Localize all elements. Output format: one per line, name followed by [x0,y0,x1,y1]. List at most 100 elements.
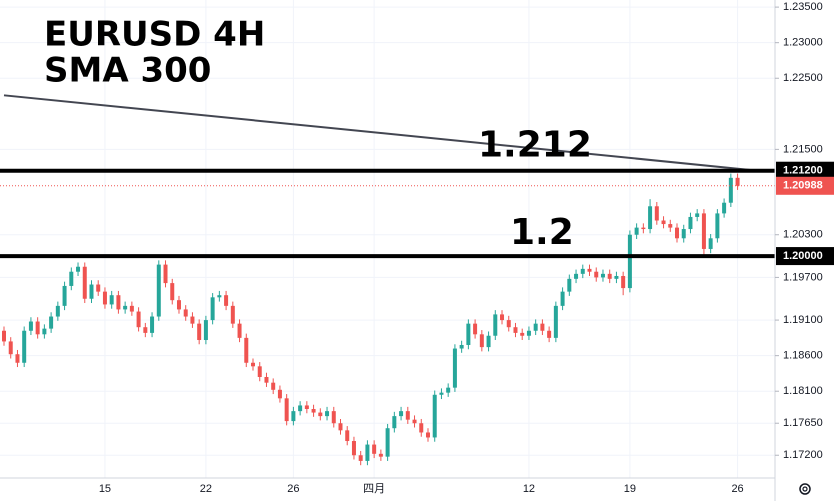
y-tick-label: 1.17650 [783,417,823,429]
candle-body [661,220,666,225]
candle-body [271,382,276,390]
candle-body [203,320,208,341]
candle-body [574,273,579,279]
candle-body [446,387,451,393]
candle-body [547,330,552,338]
candle-body [722,202,727,214]
level-annotation: 1.212 [478,125,592,166]
gear-center[interactable] [802,486,808,492]
candle-body [621,275,626,289]
axes: 1.23500 1.23000 1.22500 1.21500 1.20300 1.197… [99,1,834,495]
candle-body [567,278,572,292]
gear[interactable] [799,483,811,495]
candle-body [96,284,101,292]
y-tick-label: 1.22500 [783,72,823,84]
candle-body [459,344,464,349]
candle-body [325,411,330,417]
candle-body [89,284,94,299]
candle-body [116,295,121,310]
candle-body [513,327,518,333]
candle-body [42,328,47,335]
candle-body [372,444,377,454]
candle-body [627,234,632,289]
x-tick-label: 19 [624,483,636,495]
candle-body [291,411,296,422]
level-label: 1.20000 [783,250,823,262]
candle-body [425,432,430,438]
candle-body [439,392,444,395]
candle-body [76,266,81,272]
candle-body [681,229,686,239]
candle-body [129,305,134,312]
candle-body [163,264,168,284]
candle-body [466,323,471,345]
candle-body [405,411,410,420]
candle-body [298,405,303,412]
x-tick-label: 26 [731,483,743,495]
candle-body [251,362,256,367]
candle-body [170,283,175,301]
candle-body [715,213,720,239]
candle-body [123,305,128,310]
candle-body [277,389,282,399]
x-tick-label: 22 [200,483,212,495]
candle-body [553,305,558,338]
candle-body [412,419,417,424]
candle-body [35,321,40,335]
candle-body [304,405,309,410]
candle-body [358,455,363,461]
candle-body [22,330,27,363]
candle-body [257,366,262,377]
candle-body [735,177,740,186]
candle-body [264,376,269,383]
candle-body [399,411,404,417]
candle-body [345,430,350,442]
candle-body [197,323,202,341]
candle-body [69,271,74,286]
candle-body [419,423,424,433]
candle-body [526,330,531,336]
candle-body [62,285,67,306]
sma-line [3,94,758,172]
candle-body [695,213,700,217]
y-tick-label: 1.17200 [783,449,823,461]
candle-body [614,275,619,279]
candle-body [378,453,383,457]
y-tick-label: 1.19700 [783,271,823,283]
candle-body [156,264,161,317]
candle-body [190,316,195,324]
candle-body [217,295,222,298]
candle-body [385,428,390,457]
level-label-bg [776,161,834,180]
candle-body [540,323,545,331]
y-tick-label: 1.21500 [783,143,823,155]
candle-body [237,323,242,338]
candle-body [210,297,215,321]
candle-body [587,268,592,272]
candle-body [2,330,6,342]
candle-body [318,412,323,417]
chart-subtitle: SMA 300 [44,51,211,91]
candle-body [82,266,87,299]
candle-body [351,441,356,456]
candle-body [594,271,599,278]
y-tick-label: 1.19100 [783,314,823,326]
y-tick-label: 1.23500 [783,1,823,13]
level-annotation: 1.2 [510,212,574,253]
candle-body [688,216,693,230]
candle-body [560,291,565,306]
candle-body [708,238,713,249]
candle-body [224,295,229,306]
x-tick-label: 12 [523,483,535,495]
settings-icon[interactable] [799,483,811,495]
candle-body [331,411,336,424]
y-tick-label: 1.20300 [783,229,823,241]
x-tick-label: 四月 [363,483,385,495]
candle-body [176,300,181,310]
candle-body [493,314,498,336]
candle-body [338,423,343,431]
last-price-bg [776,176,834,195]
candle-body [392,416,397,429]
candle-body [136,311,141,328]
